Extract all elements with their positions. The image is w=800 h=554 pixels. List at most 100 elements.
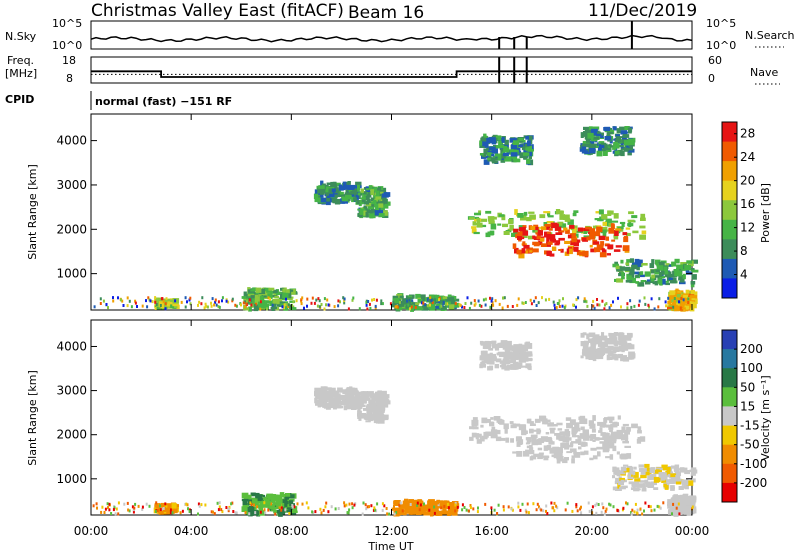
clutter-cell bbox=[677, 502, 680, 506]
clutter-cell bbox=[491, 297, 494, 301]
clutter-cell bbox=[345, 503, 348, 507]
echo-cell bbox=[525, 136, 533, 140]
echo-cell bbox=[649, 263, 655, 269]
echo-cell bbox=[374, 203, 380, 208]
echo-cell bbox=[582, 418, 587, 421]
echo-cell bbox=[281, 301, 286, 305]
clutter-cell bbox=[316, 304, 319, 308]
clutter-cell bbox=[280, 508, 283, 512]
echo-cell bbox=[621, 223, 625, 227]
echo-cell bbox=[604, 243, 610, 246]
echo-cell bbox=[289, 500, 294, 504]
clutter-cell bbox=[252, 300, 255, 304]
echo-cell bbox=[154, 305, 161, 308]
clutter-cell bbox=[373, 298, 376, 301]
echo-cell bbox=[604, 340, 609, 343]
echo-cell bbox=[415, 302, 420, 305]
echo-cell bbox=[623, 341, 628, 346]
echo-cell bbox=[676, 300, 680, 305]
echo-cell bbox=[350, 190, 357, 195]
echo-cell bbox=[519, 348, 525, 355]
echo-cell bbox=[544, 225, 550, 230]
echo-cell bbox=[417, 511, 424, 515]
clutter-cell bbox=[342, 296, 345, 300]
echo-cell bbox=[604, 136, 612, 141]
echo-cell bbox=[566, 451, 572, 454]
clutter-cell bbox=[595, 511, 598, 515]
echo-cell bbox=[286, 510, 292, 513]
echo-cell bbox=[423, 297, 428, 302]
echo-cell bbox=[341, 196, 348, 202]
clutter-cell bbox=[496, 512, 499, 515]
clutter-cell bbox=[110, 512, 113, 515]
echo-cell bbox=[349, 403, 353, 407]
clutter-cell bbox=[165, 297, 168, 301]
clutter-cell bbox=[472, 507, 475, 511]
clutter-cell bbox=[287, 303, 290, 307]
clutter-cell bbox=[169, 511, 172, 515]
clutter-cell bbox=[665, 304, 668, 308]
echo-cell bbox=[258, 505, 263, 511]
echo-cell bbox=[333, 404, 337, 410]
velocity-echoes bbox=[92, 332, 698, 517]
echo-cell bbox=[602, 231, 607, 237]
echo-cell bbox=[253, 306, 259, 312]
echo-cell bbox=[651, 259, 655, 265]
clutter-cell bbox=[442, 300, 445, 304]
echo-cell bbox=[347, 392, 355, 398]
echo-cell bbox=[371, 405, 376, 408]
clutter-cell bbox=[395, 305, 398, 309]
echo-cell bbox=[521, 248, 526, 254]
clutter-cell bbox=[552, 506, 555, 510]
echo-cell bbox=[269, 300, 275, 306]
clutter-cell bbox=[609, 503, 612, 507]
clutter-cell bbox=[225, 506, 228, 509]
echo-cell bbox=[363, 205, 368, 211]
echo-cell bbox=[360, 188, 364, 193]
echo-cell bbox=[688, 301, 692, 304]
echo-cell bbox=[267, 493, 274, 500]
echo-cell bbox=[487, 158, 491, 160]
clutter-cell bbox=[626, 306, 629, 310]
echo-cell bbox=[253, 498, 257, 502]
clutter-cell bbox=[248, 298, 251, 302]
echo-cell bbox=[617, 415, 621, 420]
echo-cell bbox=[490, 223, 497, 230]
echo-cell bbox=[571, 458, 575, 464]
clutter-cell bbox=[395, 511, 398, 515]
echo-cell bbox=[511, 232, 518, 237]
clutter-cell bbox=[246, 299, 248, 303]
echo-cell bbox=[679, 281, 686, 285]
echo-cell bbox=[670, 478, 674, 482]
clutter-cell bbox=[373, 506, 376, 510]
clutter-cell bbox=[605, 507, 608, 511]
echo-cell bbox=[625, 262, 629, 266]
echo-cell bbox=[349, 397, 356, 404]
clutter-cell bbox=[221, 510, 224, 514]
clutter-cell bbox=[126, 501, 129, 505]
echo-cell bbox=[391, 507, 398, 511]
clutter-cell bbox=[306, 297, 309, 301]
echo-cell bbox=[628, 481, 633, 485]
echo-cell bbox=[596, 131, 601, 136]
clutter-cell bbox=[337, 299, 340, 303]
echo-cell bbox=[603, 432, 610, 438]
echo-cell bbox=[275, 494, 282, 501]
echo-cell bbox=[330, 184, 334, 190]
colorbar-tick-label: 15 bbox=[740, 399, 755, 413]
echo-cell bbox=[378, 417, 385, 424]
echo-cell bbox=[590, 438, 594, 441]
echo-cell bbox=[357, 184, 361, 190]
clutter-cell bbox=[253, 503, 255, 507]
clutter-cell bbox=[426, 304, 429, 308]
echo-cell bbox=[671, 465, 678, 469]
echo-cell bbox=[637, 437, 644, 442]
clutter-cell bbox=[521, 502, 524, 506]
echo-cell bbox=[690, 289, 695, 295]
echo-cell bbox=[546, 231, 551, 234]
echo-cell bbox=[491, 353, 496, 360]
echo-cell bbox=[637, 430, 642, 434]
echo-cell bbox=[569, 248, 573, 255]
echo-cell bbox=[538, 226, 543, 229]
